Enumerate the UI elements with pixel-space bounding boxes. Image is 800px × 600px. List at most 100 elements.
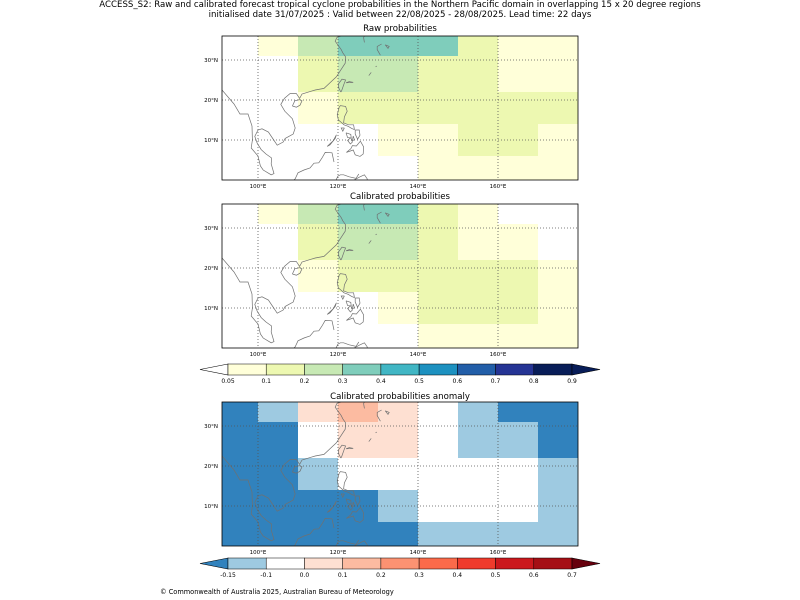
coastline xyxy=(384,410,390,416)
colorbar-tick-label: 0.1 xyxy=(338,572,348,579)
coastline xyxy=(354,495,361,506)
map-area xyxy=(222,36,578,180)
coastline xyxy=(353,342,368,348)
coastline xyxy=(293,152,335,180)
data-cell xyxy=(378,56,418,92)
colorbar-segment xyxy=(304,557,343,570)
coastline xyxy=(335,173,360,180)
colorbar-tick-label: -0.1 xyxy=(260,572,272,579)
data-cell xyxy=(338,422,418,458)
coastline xyxy=(368,72,372,76)
coastline xyxy=(345,249,354,252)
colorbar-segment xyxy=(227,557,267,570)
map-area xyxy=(222,402,578,546)
coastline xyxy=(363,36,365,43)
colorbar-segment xyxy=(533,557,573,570)
coastline xyxy=(347,305,353,313)
coastline xyxy=(326,302,337,315)
x-tick-label: 120°E xyxy=(330,184,347,190)
colorbar-tick-label: 0.0 xyxy=(300,572,310,579)
data-cell xyxy=(298,56,338,92)
data-cell xyxy=(338,458,538,490)
coastline xyxy=(384,212,390,218)
x-tick-label: 140°E xyxy=(410,184,427,190)
data-cell xyxy=(418,204,458,224)
colorbar-under-arrow xyxy=(199,557,229,570)
colorbar-tick-label: 0.6 xyxy=(453,378,463,385)
coastline xyxy=(338,246,347,261)
coastline xyxy=(336,273,355,299)
data-cell xyxy=(258,204,298,224)
colorbar-segment xyxy=(265,557,305,570)
data-cell xyxy=(298,36,338,56)
figure-subtitle: initialised date 31/07/2025 : Valid betw… xyxy=(208,10,592,20)
coastline xyxy=(222,204,346,344)
data-cell xyxy=(338,402,378,422)
coastline xyxy=(336,471,355,497)
data-cell xyxy=(458,402,498,422)
data-cell xyxy=(298,92,338,124)
map-frame xyxy=(221,203,579,349)
data-cell xyxy=(298,260,338,292)
coastline xyxy=(375,233,377,236)
colorbar-segment xyxy=(457,363,496,376)
colorbar-tick-label: 0.3 xyxy=(338,378,348,385)
figure-title: ACCESS_S2: Raw and calibrated forecast t… xyxy=(99,0,701,10)
y-tick-label: 10°N xyxy=(204,504,218,510)
colorbar-tick-label: 0.5 xyxy=(491,572,501,579)
coastline xyxy=(351,501,355,508)
coastline xyxy=(375,65,377,68)
data-cell xyxy=(298,224,338,260)
map-frame xyxy=(221,35,579,181)
data-cell xyxy=(298,204,338,224)
x-tick-label: 160°E xyxy=(490,184,507,190)
coastline xyxy=(376,211,382,224)
x-tick-label: 100°E xyxy=(250,184,267,190)
colorbar-segment xyxy=(418,363,458,376)
colorbar-under-arrow xyxy=(199,363,229,376)
data-cell xyxy=(458,224,538,260)
coastline xyxy=(340,493,345,498)
coastline xyxy=(354,297,361,308)
coastline xyxy=(347,137,353,145)
coastline xyxy=(384,44,390,50)
coastline xyxy=(222,36,346,176)
data-cell xyxy=(418,402,458,422)
colorbar-segment xyxy=(227,363,267,376)
colorbar-tick-label: 0.4 xyxy=(376,378,386,385)
data-cell xyxy=(418,224,458,260)
data-cell xyxy=(418,422,458,458)
data-cell xyxy=(458,204,498,224)
colorbar-segment xyxy=(380,557,420,570)
panel-title-anomaly: Calibrated probabilities anomaly xyxy=(330,392,470,402)
coastline xyxy=(347,503,353,511)
colorbar-over-arrow xyxy=(571,363,601,376)
data-cell xyxy=(298,458,338,490)
colorbar-tick-label: 0.5 xyxy=(414,378,424,385)
map-panel-1: 100°E 120°E 140°E 160°E 10°N 20°N 30°N xyxy=(204,35,579,190)
x-tick-label: 160°E xyxy=(490,550,507,556)
colorbar-tick-label: 0.1 xyxy=(261,378,271,385)
colorbar-tick-label: 0.05 xyxy=(221,378,235,385)
colorbar-segment xyxy=(380,363,420,376)
coastline xyxy=(338,78,347,93)
panel-title-calibrated: Calibrated probabilities xyxy=(349,192,451,202)
map-area xyxy=(222,204,578,348)
coastline xyxy=(346,308,364,325)
coastline xyxy=(368,240,372,244)
data-cell xyxy=(258,36,298,56)
data-cell xyxy=(338,224,418,260)
data-cell xyxy=(458,36,498,56)
anomaly-colorbar: -0.15 -0.1 0.0 0.1 0.2 0.3 0.4 0.5 0.6 0.7 xyxy=(199,557,601,579)
colorbar-segment xyxy=(265,363,305,376)
coastline xyxy=(363,402,365,409)
coastline xyxy=(353,540,368,546)
colorbar-over-arrow xyxy=(571,557,601,570)
colorbar-tick-label: 0.6 xyxy=(529,572,539,579)
y-tick-label: 10°N xyxy=(204,306,218,312)
x-tick-label: 160°E xyxy=(490,352,507,358)
colorbar-segment xyxy=(457,557,496,570)
coastline xyxy=(336,105,355,131)
